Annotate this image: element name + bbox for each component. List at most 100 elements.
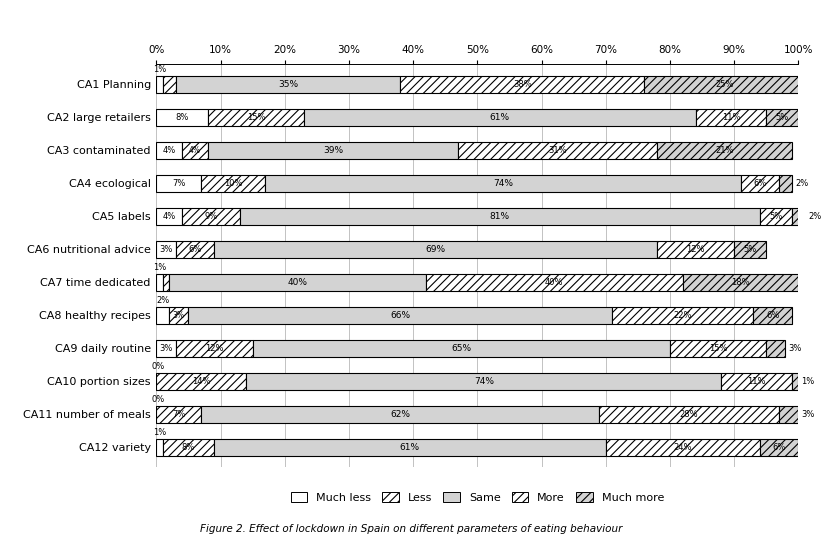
Text: 2%: 2% (156, 296, 170, 305)
Text: 7%: 7% (172, 179, 185, 188)
Text: 28%: 28% (680, 410, 699, 419)
Bar (175, 76, 400, 93)
Text: 15%: 15% (709, 344, 728, 353)
Text: 18%: 18% (731, 278, 750, 287)
Text: 8%: 8% (175, 113, 188, 122)
Text: 81%: 81% (490, 212, 510, 221)
Text: 15%: 15% (247, 113, 265, 122)
Bar (760, 208, 792, 225)
Text: 65%: 65% (451, 344, 472, 353)
Bar (156, 307, 170, 324)
Bar (214, 439, 606, 456)
Text: 2%: 2% (795, 179, 808, 188)
Text: 5%: 5% (775, 113, 789, 122)
Bar (657, 142, 792, 159)
Bar (214, 241, 657, 258)
Bar (760, 439, 798, 456)
Bar (156, 241, 175, 258)
Text: 38%: 38% (513, 80, 532, 89)
Text: 2%: 2% (808, 212, 821, 221)
Text: 6%: 6% (188, 245, 202, 254)
Text: 3%: 3% (160, 344, 173, 353)
Bar (182, 208, 239, 225)
Bar (766, 108, 798, 126)
Text: 40%: 40% (545, 278, 564, 287)
Bar (657, 241, 734, 258)
Text: 66%: 66% (390, 311, 411, 320)
Bar (670, 340, 766, 357)
Text: 4%: 4% (163, 212, 176, 221)
Text: 9%: 9% (204, 212, 217, 221)
Bar (779, 406, 798, 423)
Bar (426, 274, 683, 291)
Bar (458, 142, 657, 159)
Bar (182, 142, 207, 159)
Bar (202, 175, 266, 192)
Text: 22%: 22% (673, 311, 692, 320)
Text: 1%: 1% (802, 377, 815, 386)
Bar (792, 208, 805, 225)
Bar (304, 108, 695, 126)
Bar (721, 373, 792, 390)
Text: 6%: 6% (766, 311, 779, 320)
Text: 3%: 3% (802, 410, 815, 419)
Bar (753, 307, 792, 324)
Text: 0%: 0% (151, 395, 165, 404)
Text: 11%: 11% (722, 113, 740, 122)
Bar (400, 76, 644, 93)
Bar (246, 373, 721, 390)
Text: 40%: 40% (287, 278, 308, 287)
Text: 61%: 61% (490, 113, 510, 122)
Text: 12%: 12% (686, 245, 704, 254)
Bar (612, 307, 753, 324)
Bar (695, 108, 766, 126)
Text: 21%: 21% (715, 146, 734, 155)
Text: 5%: 5% (770, 212, 783, 221)
Bar (170, 274, 426, 291)
Bar (156, 439, 163, 456)
Bar (156, 406, 202, 423)
Text: 39%: 39% (323, 146, 343, 155)
Bar (207, 142, 458, 159)
Text: 24%: 24% (673, 443, 692, 452)
Text: Figure 2. Effect of lockdown in Spain on different parameters of eating behaviou: Figure 2. Effect of lockdown in Spain on… (200, 524, 623, 534)
Bar (156, 208, 182, 225)
Text: 62%: 62% (390, 410, 411, 419)
Text: 6%: 6% (753, 179, 766, 188)
Bar (163, 439, 214, 456)
Bar (683, 274, 798, 291)
Bar (163, 274, 170, 291)
Text: 3%: 3% (160, 245, 173, 254)
Text: 6%: 6% (772, 443, 786, 452)
Text: 11%: 11% (747, 377, 766, 386)
Text: 74%: 74% (474, 377, 494, 386)
Bar (175, 340, 253, 357)
Text: 1%: 1% (153, 428, 166, 437)
Bar (175, 241, 214, 258)
Text: 61%: 61% (400, 443, 420, 452)
Bar (156, 108, 207, 126)
Bar (239, 208, 760, 225)
Bar (766, 340, 785, 357)
Bar (156, 142, 182, 159)
Bar (741, 175, 779, 192)
Text: 7%: 7% (172, 410, 185, 419)
Bar (156, 340, 175, 357)
Text: 31%: 31% (548, 146, 567, 155)
Bar (202, 406, 599, 423)
Text: 14%: 14% (192, 377, 211, 386)
Text: 25%: 25% (715, 80, 734, 89)
Text: 5%: 5% (743, 245, 757, 254)
Bar (163, 76, 175, 93)
Bar (266, 175, 741, 192)
Bar (207, 108, 304, 126)
Bar (644, 76, 805, 93)
Bar (156, 76, 163, 93)
Legend: Much less, Less, Same, More, Much more: Much less, Less, Same, More, Much more (287, 489, 667, 506)
Text: 74%: 74% (493, 179, 513, 188)
Bar (599, 406, 779, 423)
Bar (606, 439, 760, 456)
Bar (734, 241, 766, 258)
Text: 4%: 4% (163, 146, 176, 155)
Bar (156, 175, 202, 192)
